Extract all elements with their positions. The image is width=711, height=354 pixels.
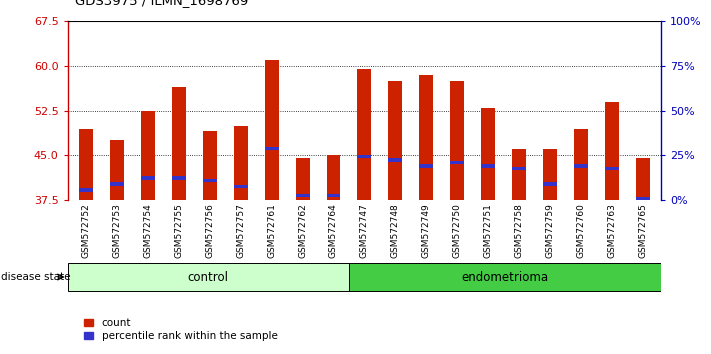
Bar (388, 81, 402, 200)
Bar (326, 194, 341, 198)
Text: GSM572749: GSM572749 (422, 203, 431, 258)
Text: GSM572755: GSM572755 (174, 203, 183, 258)
Bar (203, 131, 217, 200)
Text: GSM572757: GSM572757 (236, 203, 245, 258)
Bar (419, 75, 433, 200)
Text: GSM572759: GSM572759 (545, 203, 555, 258)
Text: GSM572750: GSM572750 (453, 203, 461, 258)
Bar (450, 161, 464, 164)
Bar (512, 149, 526, 200)
Text: GSM572748: GSM572748 (391, 203, 400, 258)
Bar (141, 176, 155, 179)
Bar (481, 108, 495, 200)
Bar (326, 155, 341, 200)
Text: GSM572751: GSM572751 (483, 203, 493, 258)
Bar (358, 69, 371, 200)
Bar (110, 141, 124, 200)
Bar (512, 167, 526, 170)
Bar (296, 158, 309, 200)
Text: GSM572761: GSM572761 (267, 203, 276, 258)
Bar (450, 81, 464, 200)
Bar (574, 164, 588, 168)
Bar (419, 164, 433, 168)
Bar (296, 194, 309, 198)
Bar (264, 60, 279, 200)
Legend: count, percentile rank within the sample: count, percentile rank within the sample (80, 314, 282, 345)
Bar (172, 176, 186, 179)
Bar (636, 158, 650, 200)
Bar (481, 164, 495, 168)
Bar (110, 182, 124, 185)
Text: GSM572763: GSM572763 (607, 203, 616, 258)
Bar (203, 179, 217, 182)
Bar (543, 182, 557, 185)
Bar (543, 149, 557, 200)
Bar (234, 126, 247, 200)
Text: GSM572752: GSM572752 (82, 203, 90, 258)
Bar (234, 185, 247, 188)
Text: GSM572754: GSM572754 (144, 203, 152, 258)
Bar (172, 87, 186, 200)
Text: GDS3975 / ILMN_1698769: GDS3975 / ILMN_1698769 (75, 0, 248, 7)
Bar (79, 129, 93, 200)
Bar (264, 147, 279, 150)
Bar (349, 263, 661, 291)
Text: GSM572764: GSM572764 (329, 203, 338, 258)
Bar (358, 155, 371, 158)
Text: GSM572753: GSM572753 (112, 203, 122, 258)
Text: control: control (188, 270, 229, 284)
Bar (141, 110, 155, 200)
Bar (388, 159, 402, 162)
Text: GSM572747: GSM572747 (360, 203, 369, 258)
Bar (68, 263, 349, 291)
Text: GSM572765: GSM572765 (638, 203, 647, 258)
Text: GSM572758: GSM572758 (515, 203, 523, 258)
Bar (636, 196, 650, 200)
Text: disease state: disease state (1, 272, 70, 282)
Bar (574, 129, 588, 200)
Text: GSM572760: GSM572760 (577, 203, 585, 258)
Text: endometrioma: endometrioma (461, 270, 549, 284)
Text: GSM572756: GSM572756 (205, 203, 214, 258)
Bar (605, 102, 619, 200)
Bar (79, 188, 93, 192)
Bar (605, 167, 619, 170)
Text: GSM572762: GSM572762 (298, 203, 307, 258)
